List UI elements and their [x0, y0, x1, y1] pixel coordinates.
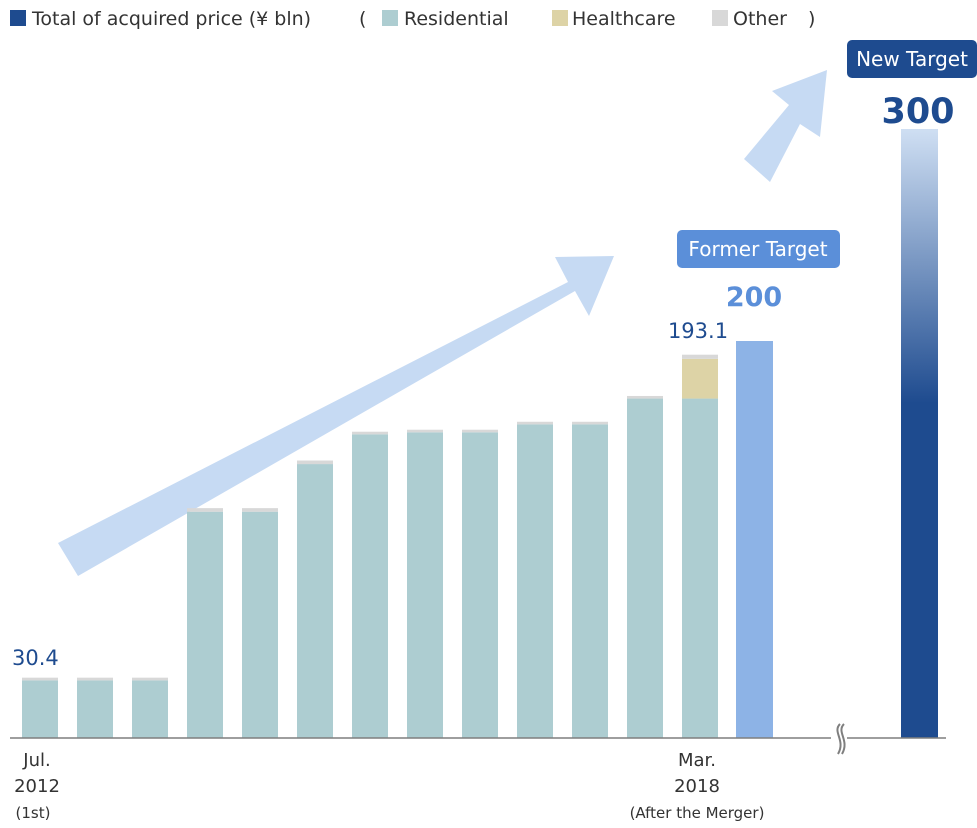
bar-other-8 — [462, 429, 498, 433]
bar-other-3 — [187, 508, 223, 512]
bar-former-target — [736, 341, 773, 738]
trend-arrow-small — [744, 70, 827, 182]
legend-other-label: Other — [733, 8, 787, 30]
former-target-value: 200 — [726, 282, 782, 313]
legend-other-swatch — [712, 10, 728, 26]
legend-open-paren: ( — [359, 8, 366, 30]
bar-other-10 — [572, 421, 608, 425]
bar-other-0 — [22, 677, 58, 681]
x-label-last-line3: (After the Merger) — [630, 804, 765, 822]
x-label-first-line3: (1st) — [16, 804, 51, 822]
new-target-badge: New Target — [847, 40, 977, 78]
bar-other-12 — [682, 354, 718, 359]
legend-total-swatch — [10, 10, 26, 26]
first-value-label: 30.4 — [12, 646, 59, 670]
bar-new-target — [901, 129, 938, 738]
bar-residential-3 — [187, 511, 223, 738]
trend-arrow-large — [58, 256, 614, 576]
bar-residential-8 — [462, 432, 498, 738]
bar-residential-12 — [682, 398, 718, 738]
legend-residential-label: Residential — [404, 8, 509, 30]
bar-other-11 — [627, 395, 663, 399]
axis-break-icon — [831, 723, 847, 755]
bar-residential-10 — [572, 424, 608, 738]
bar-other-2 — [132, 677, 168, 681]
legend-total-label: Total of acquired price (¥ bln) — [31, 8, 311, 30]
former-target-badge: Former Target — [677, 230, 840, 268]
legend-healthcare-label: Healthcare — [572, 8, 676, 30]
bar-other-9 — [517, 421, 553, 425]
bar-residential-7 — [407, 432, 443, 738]
x-label-first-line2: 2012 — [14, 776, 60, 797]
bar-other-6 — [352, 431, 388, 435]
former-target-label: Former Target — [688, 237, 827, 261]
bar-other-7 — [407, 429, 443, 433]
x-label-last-line1: Mar. — [678, 750, 716, 771]
x-label-first: Jul. 2012 (1st) — [14, 750, 60, 822]
new-target-label: New Target — [856, 47, 968, 71]
bar-other-5 — [297, 460, 333, 465]
bar-residential-0 — [22, 680, 58, 738]
bar-other-4 — [242, 508, 278, 512]
bars-group — [22, 129, 938, 738]
bar-healthcare-12 — [682, 358, 718, 399]
legend-healthcare-swatch — [552, 10, 568, 26]
x-label-last: Mar. 2018 (After the Merger) — [630, 750, 765, 822]
bar-residential-6 — [352, 434, 388, 738]
bar-residential-1 — [77, 680, 113, 738]
legend-residential-swatch — [382, 10, 398, 26]
bar-residential-11 — [627, 398, 663, 738]
bar-residential-9 — [517, 424, 553, 738]
bar-other-1 — [77, 677, 113, 681]
new-target-value: 300 — [881, 92, 954, 132]
last-value-label: 193.1 — [668, 319, 728, 343]
legend-close-paren: ) — [808, 8, 815, 30]
bar-residential-4 — [242, 511, 278, 738]
x-label-last-line2: 2018 — [674, 776, 720, 797]
legend: Total of acquired price (¥ bln) ( Reside… — [10, 8, 815, 30]
bar-residential-2 — [132, 680, 168, 738]
x-label-first-line1: Jul. — [22, 750, 50, 771]
bar-residential-5 — [297, 464, 333, 738]
